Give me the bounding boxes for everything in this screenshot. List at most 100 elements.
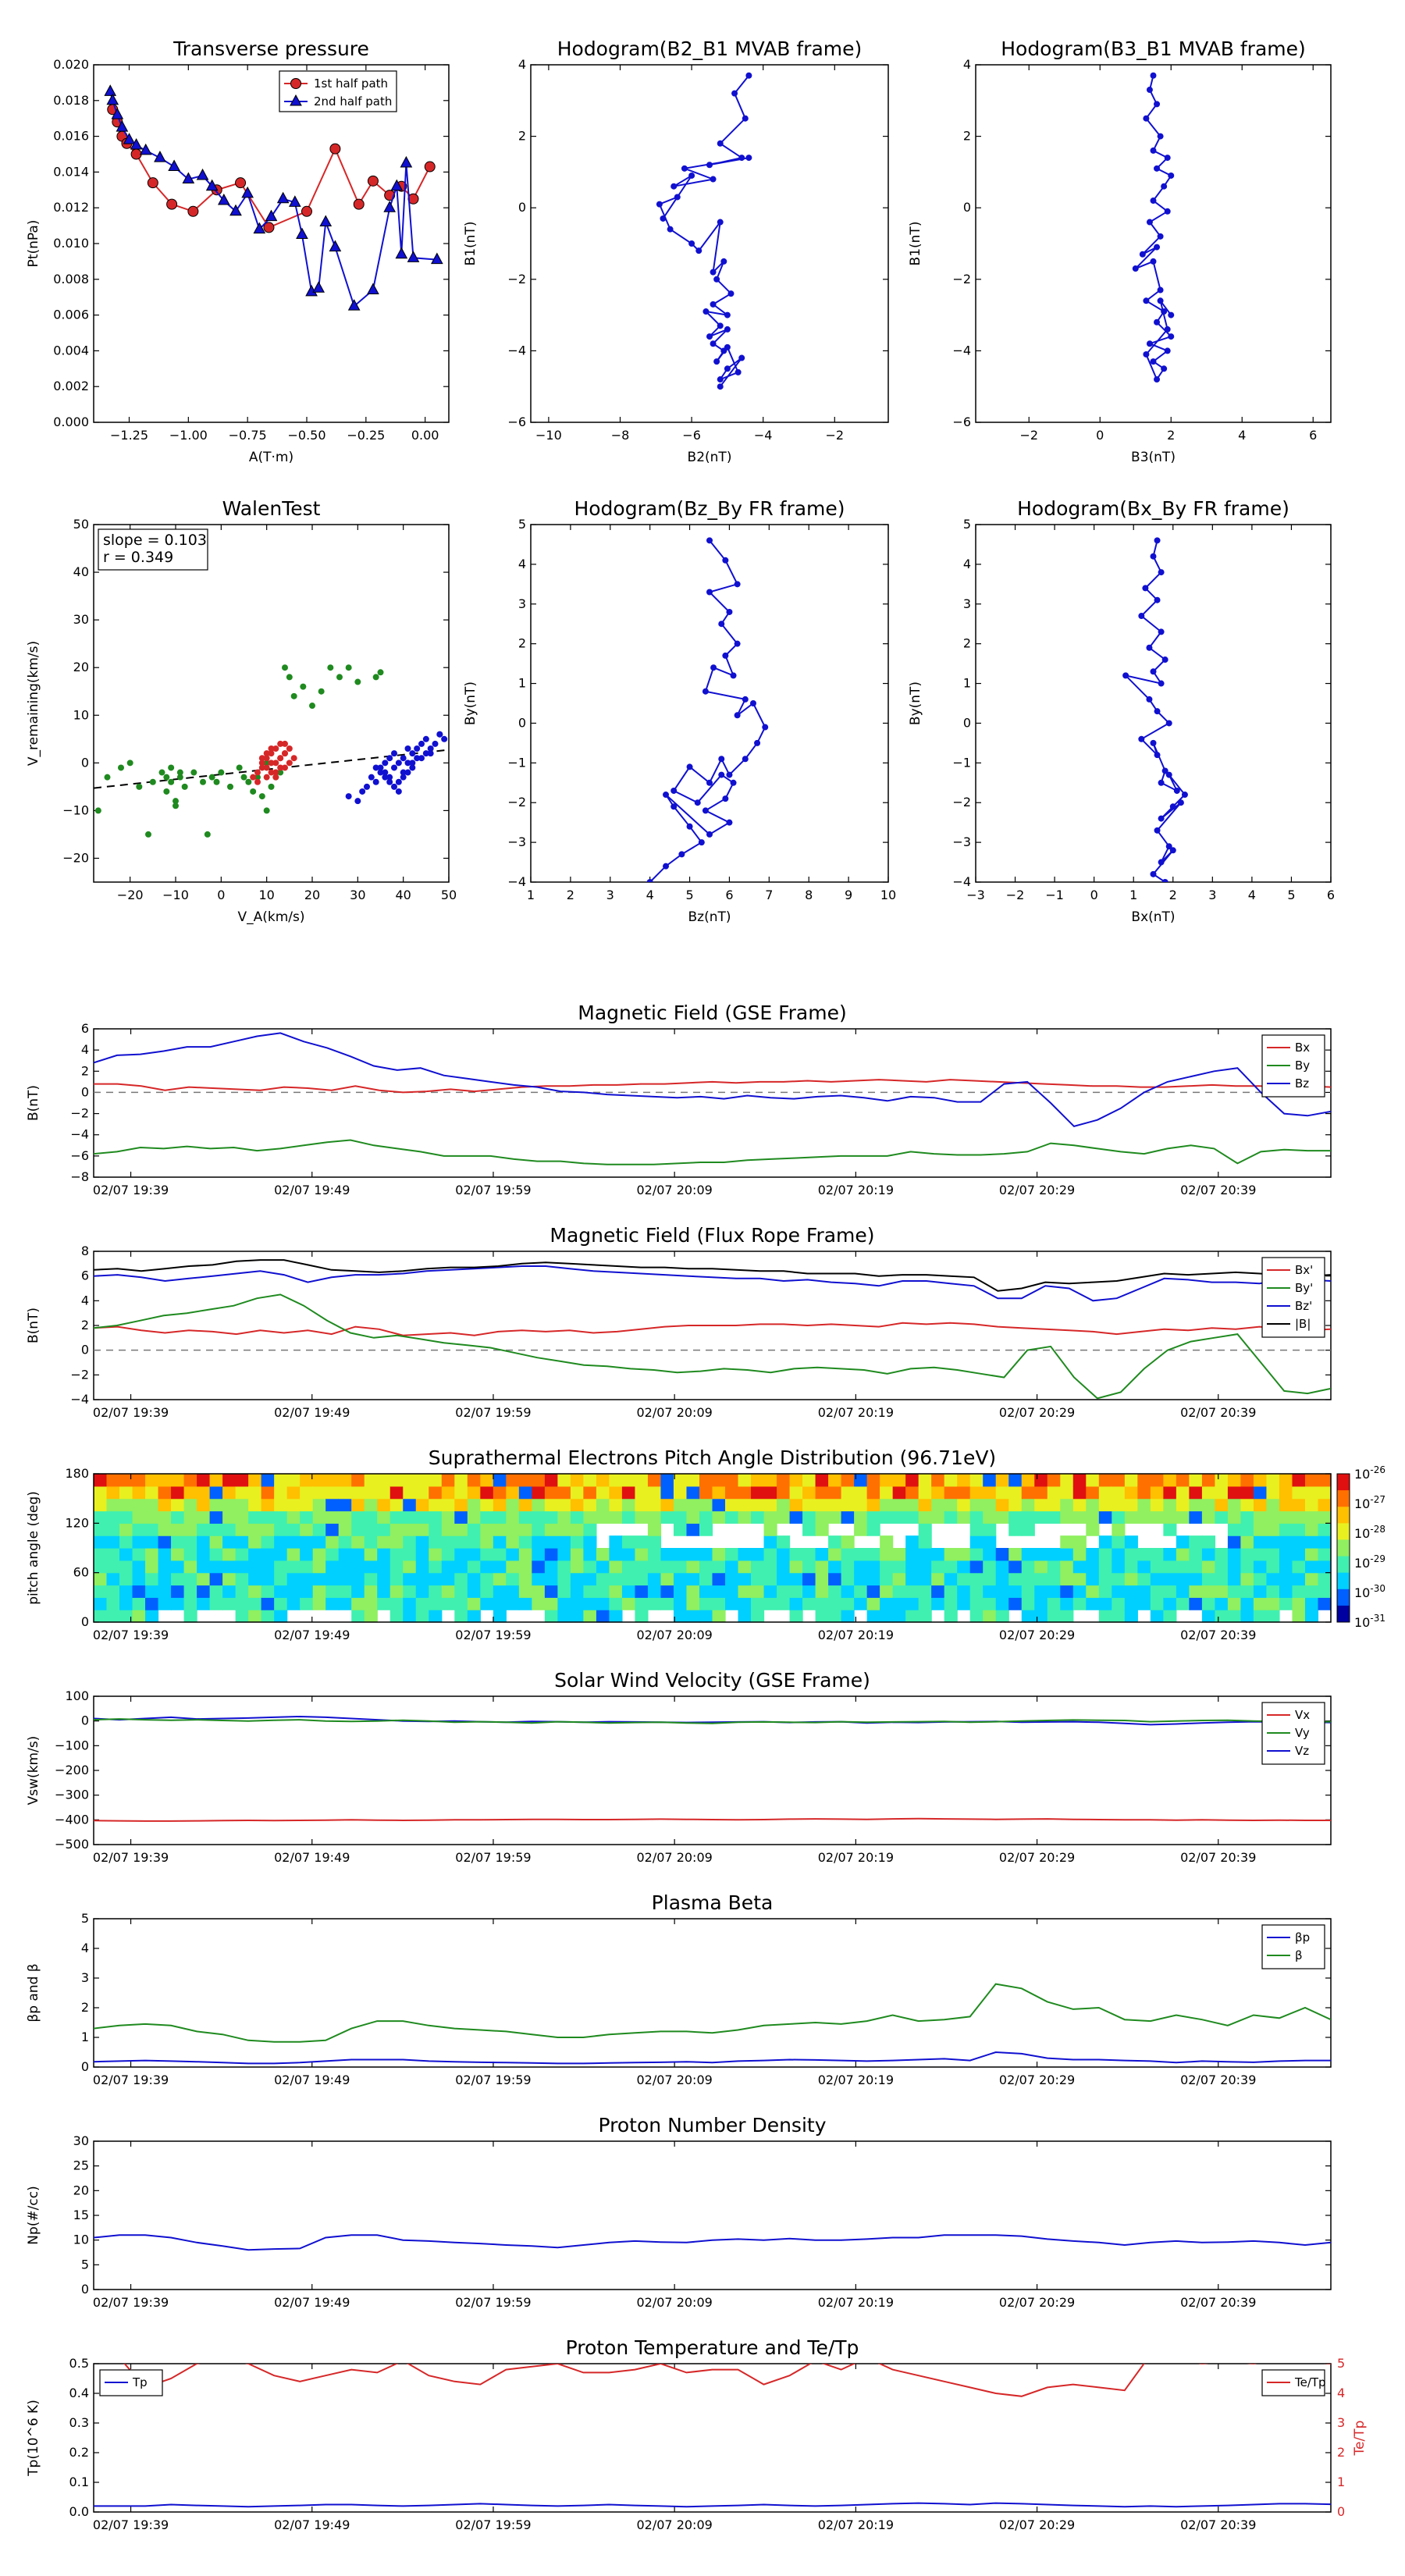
heatmap-cell bbox=[222, 1560, 237, 1574]
heatmap-cell bbox=[403, 1585, 417, 1598]
data-point bbox=[258, 793, 265, 800]
data-point bbox=[166, 198, 178, 210]
heatmap-cell bbox=[905, 1510, 919, 1524]
heatmap-cell bbox=[132, 1548, 146, 1561]
heatmap-cell bbox=[673, 1585, 688, 1598]
heatmap-cell bbox=[1112, 1535, 1126, 1549]
heatmap-cell bbox=[389, 1572, 404, 1586]
heatmap-cell bbox=[312, 1523, 326, 1536]
heatmap-cell bbox=[777, 1510, 791, 1524]
heatmap-cell bbox=[171, 1498, 185, 1512]
heatmap-cell bbox=[1292, 1548, 1306, 1561]
heatmap-cell bbox=[441, 1560, 455, 1574]
x-tick-label: 02/07 20:09 bbox=[637, 2073, 713, 2087]
heatmap-cell bbox=[132, 1510, 146, 1524]
y-tick-label: 2 bbox=[963, 129, 971, 144]
heatmap-cell bbox=[647, 1485, 662, 1500]
data-point bbox=[200, 778, 206, 785]
heatmap-cell bbox=[544, 1610, 558, 1623]
heatmap-cell bbox=[415, 1572, 429, 1586]
heatmap-cell bbox=[686, 1548, 700, 1561]
data-point bbox=[1146, 219, 1153, 226]
heatmap-cell bbox=[286, 1485, 301, 1500]
heatmap-cell bbox=[197, 1498, 211, 1512]
y-tick-label: 0 bbox=[81, 2059, 89, 2074]
heatmap-cell bbox=[454, 1474, 468, 1487]
heatmap-cell bbox=[815, 1610, 829, 1623]
heatmap-cell bbox=[1189, 1560, 1203, 1574]
heatmap-cell bbox=[570, 1474, 584, 1487]
data-point bbox=[268, 769, 275, 776]
y-right-axis-label: Te/Tp bbox=[1352, 2421, 1368, 2457]
heatmap-cell bbox=[1021, 1510, 1035, 1524]
y-tick-label: −4 bbox=[507, 343, 526, 358]
x-tick-label: 02/07 19:39 bbox=[93, 1183, 169, 1197]
heatmap-cell bbox=[738, 1485, 752, 1500]
data-point bbox=[1154, 244, 1161, 251]
data-point bbox=[713, 276, 720, 283]
heatmap-cell bbox=[119, 1597, 133, 1610]
heatmap-cell bbox=[441, 1572, 455, 1586]
heatmap-cell bbox=[1304, 1597, 1319, 1610]
heatmap-cell bbox=[235, 1510, 249, 1524]
x-tick-label: 02/07 20:09 bbox=[637, 1850, 713, 1865]
data-point bbox=[235, 177, 247, 189]
heatmap-cell bbox=[119, 1560, 133, 1574]
heatmap-cell bbox=[686, 1510, 700, 1524]
data-point bbox=[258, 764, 265, 771]
heatmap-cell bbox=[1150, 1548, 1164, 1561]
heatmap-cell bbox=[1318, 1597, 1332, 1610]
y-tick-label: −400 bbox=[55, 1812, 89, 1827]
heatmap-cell bbox=[429, 1535, 443, 1549]
panel-1: Hodogram(B2_B1 MVAB frame)−6−4−2024B1(nT… bbox=[463, 37, 889, 465]
heatmap-cell bbox=[197, 1560, 211, 1574]
data-point bbox=[656, 201, 663, 208]
heatmap-cell bbox=[1060, 1474, 1074, 1487]
data-point bbox=[706, 162, 713, 169]
heatmap-cell bbox=[673, 1510, 688, 1524]
heatmap-cell bbox=[261, 1572, 275, 1586]
series-line bbox=[94, 1718, 1331, 1724]
x-tick-label: 02/07 19:59 bbox=[455, 1850, 531, 1865]
heatmap-cell bbox=[738, 1498, 752, 1512]
heatmap-cell bbox=[429, 1585, 443, 1598]
x-tick-label: 02/07 20:29 bbox=[999, 2295, 1075, 2310]
timeseries-6: Proton Temperature and Te/Tp0.00.10.20.3… bbox=[26, 2336, 1368, 2532]
heatmap-cell bbox=[995, 1585, 1009, 1598]
heatmap-cell bbox=[815, 1560, 829, 1574]
colorbar-segment bbox=[1337, 1605, 1350, 1623]
heatmap-cell bbox=[1292, 1585, 1306, 1598]
heatmap-cells bbox=[94, 1474, 1332, 1623]
heatmap-cell bbox=[725, 1560, 739, 1574]
heatmap-cell bbox=[158, 1485, 172, 1500]
heatmap-cell bbox=[1201, 1498, 1216, 1512]
data-point bbox=[263, 774, 270, 781]
heatmap-cell bbox=[300, 1510, 314, 1524]
heatmap-cell bbox=[506, 1510, 520, 1524]
heatmap-cell bbox=[1047, 1560, 1061, 1574]
heatmap-cell bbox=[325, 1548, 340, 1561]
heatmap-cell bbox=[493, 1610, 507, 1623]
heatmap-cell bbox=[738, 1548, 752, 1561]
heatmap-cell bbox=[286, 1535, 301, 1549]
heatmap-cell bbox=[351, 1585, 365, 1598]
data-point bbox=[111, 108, 124, 119]
heatmap-cell bbox=[763, 1572, 777, 1586]
heatmap-cell bbox=[789, 1485, 803, 1500]
panel-2: Hodogram(B3_B1 MVAB frame)−6−4−2024B1(nT… bbox=[908, 37, 1332, 465]
heatmap-cell bbox=[1266, 1585, 1280, 1598]
heatmap-cell bbox=[892, 1485, 906, 1500]
heatmap-cell bbox=[506, 1474, 520, 1487]
y-tick-label: 1 bbox=[518, 676, 526, 691]
heatmap-cell bbox=[248, 1597, 262, 1610]
data-point bbox=[1138, 613, 1145, 620]
heatmap-cell bbox=[789, 1548, 803, 1561]
data-point bbox=[727, 290, 735, 297]
heatmap-cell bbox=[506, 1485, 520, 1500]
heatmap-cell bbox=[905, 1585, 919, 1598]
data-point bbox=[1154, 827, 1161, 834]
data-point bbox=[190, 769, 197, 776]
heatmap-cell bbox=[132, 1485, 146, 1500]
